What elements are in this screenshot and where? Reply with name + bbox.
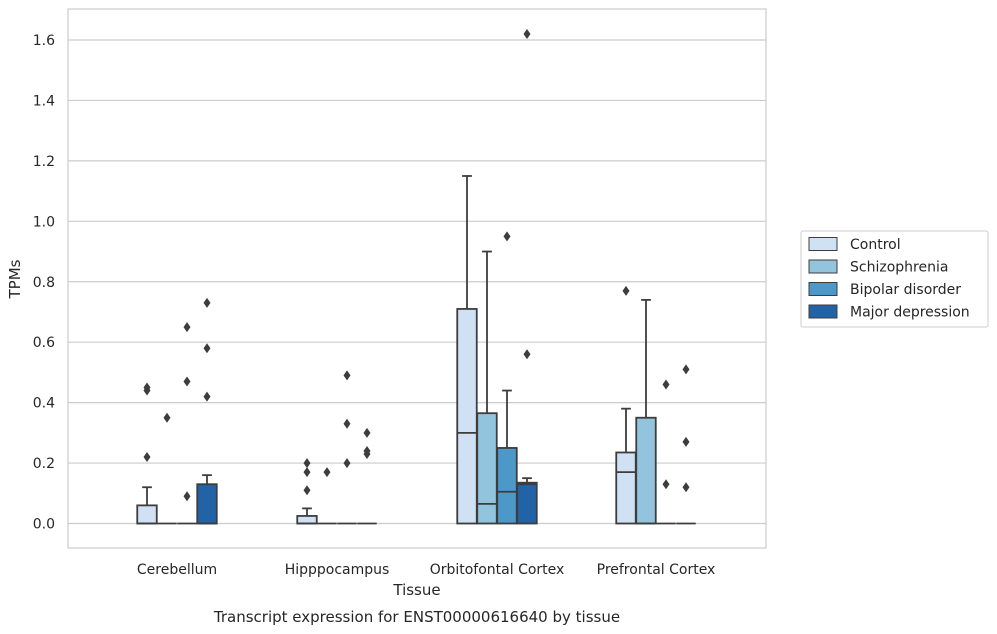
outlier-point [143, 382, 151, 393]
legend-entry: Schizophrenia [850, 260, 948, 276]
y-tick-label: 0.4 [33, 396, 55, 412]
outlier-point [183, 322, 191, 333]
outlier-point [682, 436, 690, 447]
legend-entry: Major depression [850, 305, 970, 321]
box [615, 451, 637, 525]
outlier-point [503, 231, 511, 242]
y-tick-label: 0.2 [33, 456, 55, 472]
outlier-point [363, 427, 371, 438]
outlier-point [343, 370, 351, 381]
outlier-point [203, 391, 211, 402]
box [296, 515, 318, 525]
legend-swatch [808, 237, 838, 251]
box [476, 412, 498, 525]
box [136, 504, 158, 525]
outlier-point [323, 467, 331, 478]
legend: Control Schizophrenia Bipolar disorder Majo… [800, 230, 989, 328]
outlier-point [682, 482, 690, 493]
outlier-point [163, 412, 171, 423]
legend-swatch [808, 282, 838, 296]
outlier-point [183, 376, 191, 387]
y-tick-label: 1.2 [33, 154, 55, 170]
outlier-point [203, 343, 211, 354]
outlier-point [523, 349, 531, 360]
outlier-point [662, 379, 670, 390]
legend-swatch [808, 259, 838, 274]
y-tick-label: 1.4 [33, 93, 55, 109]
y-axis-ticks: 0.0 0.2 0.4 0.6 0.8 1.0 1.2 1.4 1.6 [33, 33, 55, 533]
outlier-point [303, 458, 311, 469]
x-tick-label: Cerebellum [137, 562, 217, 578]
outlier-point [143, 452, 151, 463]
x-axis-label: Tissue [392, 581, 440, 599]
y-gridlines [68, 39, 766, 525]
y-tick-label: 0.6 [33, 335, 55, 351]
y-tick-label: 0.8 [33, 275, 55, 291]
outlier-point [183, 491, 191, 502]
legend-frame [800, 230, 989, 328]
x-tick-label: Prefrontal Cortex [597, 562, 716, 578]
outlier-point [343, 418, 351, 429]
outlier-point [622, 285, 630, 296]
y-axis-label: TPMs [6, 259, 24, 299]
outlier-point [682, 364, 690, 375]
outlier-point [303, 485, 311, 496]
y-tick-label: 0.0 [33, 517, 55, 533]
legend-entry: Bipolar disorder [850, 282, 961, 298]
outlier-point [363, 445, 371, 456]
y-tick-label: 1.0 [33, 214, 55, 230]
legend-swatch [808, 304, 838, 319]
box [496, 447, 518, 525]
box [456, 308, 478, 525]
x-axis-ticks: Cerebellum Hipppocampus Orbitofontal Corte… [137, 562, 715, 578]
x-tick-label: Orbitofontal Cortex [430, 562, 565, 578]
box [516, 481, 538, 525]
outlier-point [303, 467, 311, 478]
chart-caption: Transcript expression for ENST0000061664… [213, 608, 620, 626]
outlier-point [343, 458, 351, 469]
outlier-point [523, 28, 531, 39]
outlier-point [662, 479, 670, 490]
legend-entry: Control [850, 237, 901, 253]
outlier-point [203, 297, 211, 308]
plot-frame [67, 8, 767, 549]
box [196, 483, 218, 525]
box [635, 416, 657, 525]
box-plot-marks [136, 28, 696, 525]
x-tick-label: Hipppocampus [285, 562, 390, 578]
y-tick-label: 1.6 [33, 33, 55, 49]
